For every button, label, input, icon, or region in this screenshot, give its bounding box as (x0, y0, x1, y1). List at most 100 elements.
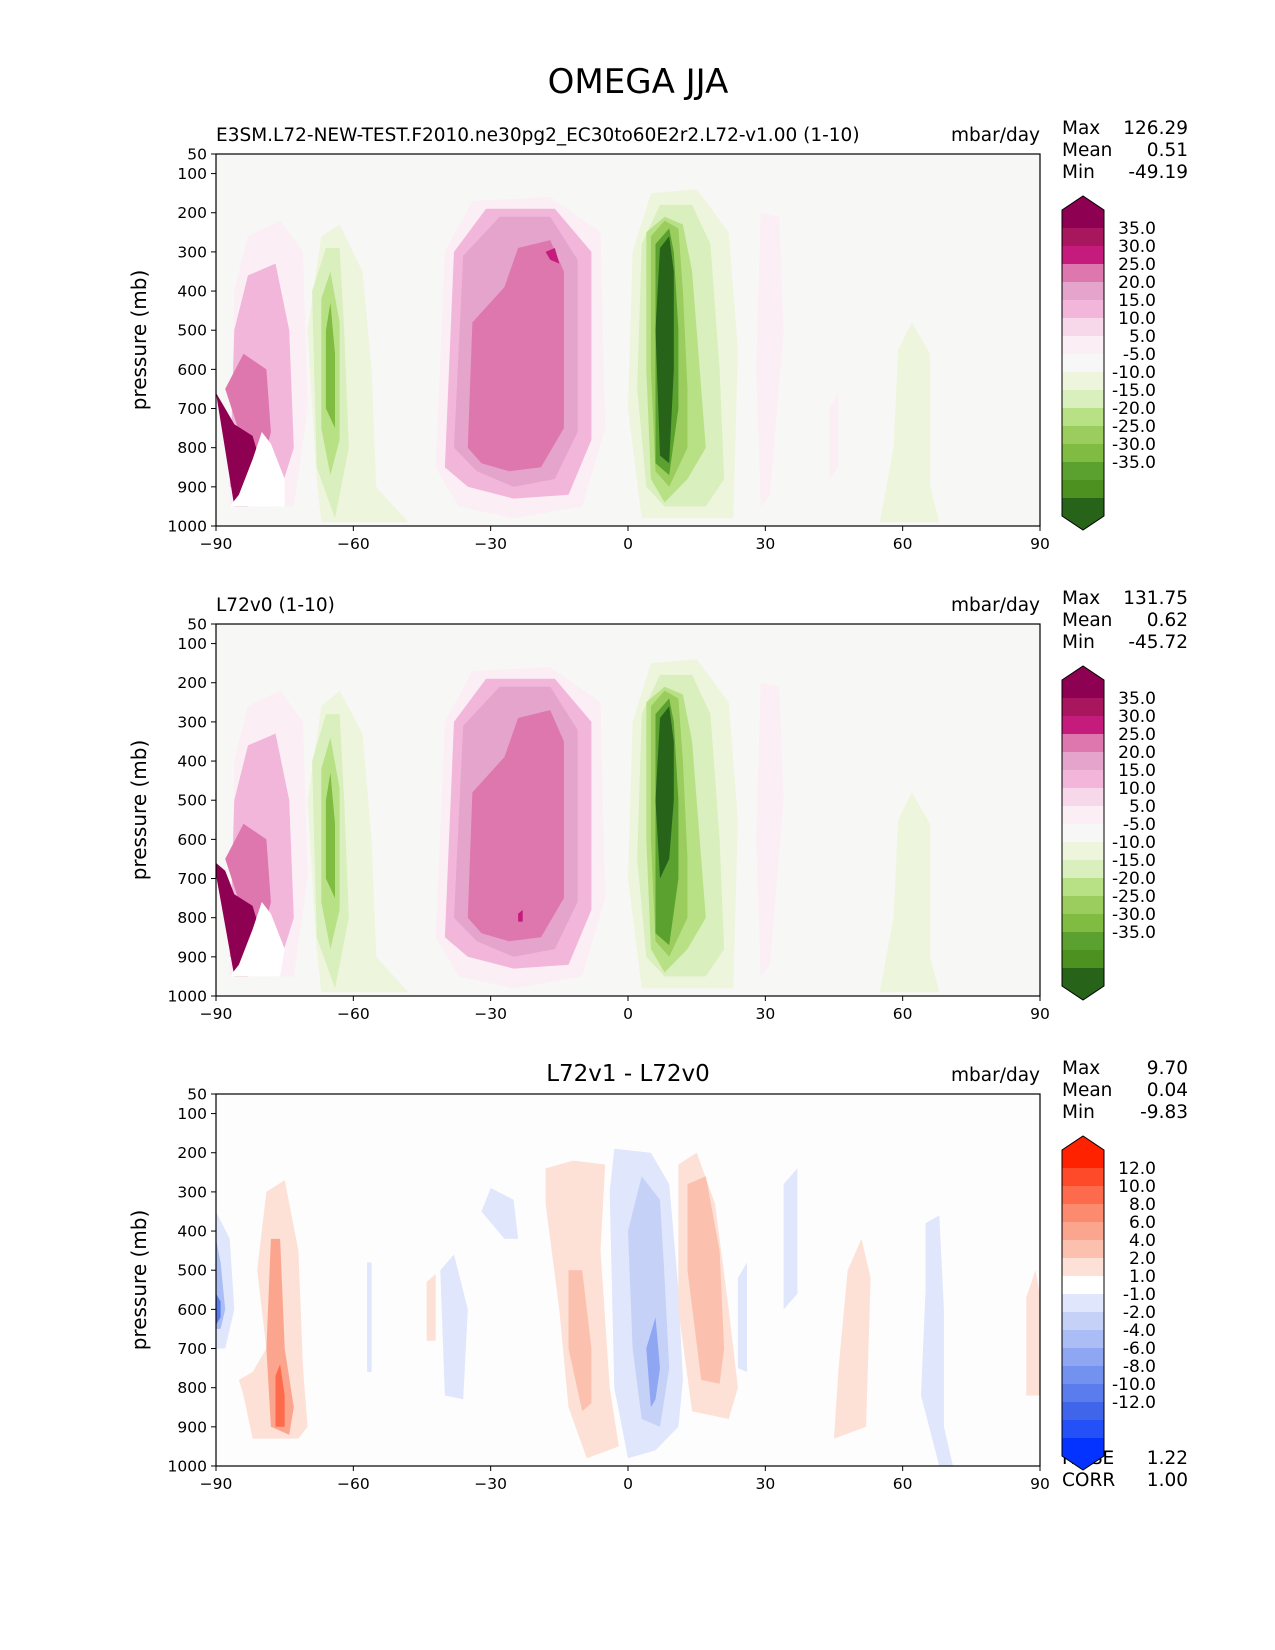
colorbar: 12.010.08.06.04.02.01.0-1.0-2.0-4.0-6.0-… (1061, 1135, 1156, 1471)
stat-label: Mean (1062, 1080, 1112, 1101)
contour-region (325, 302, 335, 429)
colorbar-label: 4.0 (1129, 1231, 1156, 1251)
colorbar-cell (1062, 1222, 1104, 1241)
colorbar-cell (1062, 336, 1104, 355)
colorbar-cell (1062, 698, 1104, 717)
contour-fills (216, 189, 940, 523)
x-tick-label: −30 (474, 1005, 507, 1023)
x-tick-label: −30 (474, 535, 507, 553)
colorbar-label: 25.0 (1118, 255, 1156, 275)
colorbar-cell (1062, 1330, 1104, 1349)
colorbar-cell (1062, 1384, 1104, 1403)
units-label: mbar/day (951, 1065, 1040, 1086)
y-tick-label: 700 (177, 870, 207, 888)
stat-value: 0.62 (1147, 610, 1188, 631)
colorbar-label: 8.0 (1129, 1195, 1156, 1215)
stat-value: -45.72 (1128, 632, 1188, 653)
y-tick-label: 900 (177, 478, 207, 496)
colorbar-label: 20.0 (1118, 273, 1156, 293)
colorbar-label: 30.0 (1118, 237, 1156, 257)
contour-region (655, 706, 674, 879)
colorbar-cell (1062, 752, 1104, 771)
colorbar-cell (1062, 896, 1104, 915)
stat-label: Max (1062, 588, 1100, 609)
colorbar-label: 35.0 (1118, 219, 1156, 239)
colorbar-outline (1061, 195, 1105, 531)
contour-region (783, 1168, 798, 1310)
colorbar-label: 30.0 (1118, 707, 1156, 727)
x-tick-label: 0 (623, 535, 633, 553)
colorbar-label: 10.0 (1118, 1177, 1156, 1197)
colorbar-cell (1062, 390, 1104, 409)
y-tick-label: 900 (177, 1418, 207, 1436)
y-tick-label: 700 (177, 400, 207, 418)
stat-value: 1.22 (1147, 1448, 1188, 1469)
colorbar-cell (1062, 210, 1104, 229)
stat-label: Min (1062, 1102, 1095, 1123)
colorbar-cell (1062, 426, 1104, 445)
y-axis-label: pressure (mb) (127, 270, 151, 411)
colorbar-label: -5.0 (1123, 345, 1156, 365)
colorbar-cell (1062, 1186, 1104, 1205)
colorbar-label: -20.0 (1112, 399, 1156, 419)
x-tick-label: −90 (200, 1005, 233, 1023)
colorbar-cell (1062, 1402, 1104, 1421)
y-tick-label: 400 (177, 283, 207, 301)
contour-region (275, 1364, 285, 1427)
colorbar-label: -30.0 (1112, 435, 1156, 455)
colorbar-extend-top (1062, 1136, 1104, 1150)
colorbar-label: -15.0 (1112, 851, 1156, 871)
colorbar-extend-top (1062, 666, 1104, 680)
y-tick-label: 800 (177, 439, 207, 457)
x-tick-label: 90 (1030, 1475, 1050, 1493)
stat-value: 9.70 (1147, 1058, 1188, 1079)
contour-region (426, 1274, 436, 1341)
x-tick-label: −60 (337, 1005, 370, 1023)
colorbar-cell (1062, 1420, 1104, 1439)
y-tick-label: 50 (187, 616, 207, 634)
y-axis-label: pressure (mb) (127, 740, 151, 881)
colorbar: 35.030.025.020.015.010.05.0-5.0-10.0-15.… (1061, 195, 1156, 531)
y-tick-label: 500 (177, 1262, 207, 1280)
colorbar-cell (1062, 788, 1104, 807)
panel-title: L72v1 - L72v0 (546, 1061, 710, 1087)
colorbar-label: -6.0 (1123, 1339, 1156, 1359)
colorbar: 35.030.025.020.015.010.05.0-5.0-10.0-15.… (1061, 665, 1156, 1001)
y-tick-label: 300 (177, 243, 207, 261)
contour-region (216, 1293, 221, 1325)
colorbar-cell (1062, 878, 1104, 897)
stat-label: CORR (1062, 1470, 1115, 1491)
x-tick-label: 0 (623, 1475, 633, 1493)
y-axis-label: pressure (mb) (127, 1210, 151, 1351)
colorbar-cell (1062, 770, 1104, 789)
colorbar-cell (1062, 462, 1104, 481)
y-tick-label: 400 (177, 753, 207, 771)
stat-label: Mean (1062, 610, 1112, 631)
colorbar-label: -25.0 (1112, 417, 1156, 437)
colorbar-label: -10.0 (1112, 833, 1156, 853)
stat-label: Mean (1062, 140, 1112, 161)
colorbar-outline (1061, 665, 1105, 1001)
x-tick-label: −60 (337, 535, 370, 553)
contour-fills (216, 1148, 1040, 1466)
colorbar-label: -8.0 (1123, 1357, 1156, 1377)
stat-value: 131.75 (1123, 588, 1188, 609)
contour-region (756, 212, 784, 507)
contour-region (834, 1238, 871, 1439)
y-tick-label: 400 (177, 1223, 207, 1241)
colorbar-cell (1062, 824, 1104, 843)
y-tick-label: 100 (177, 165, 207, 183)
colorbar-label: -25.0 (1112, 887, 1156, 907)
colorbar-label: -15.0 (1112, 381, 1156, 401)
x-tick-label: 0 (623, 1005, 633, 1023)
y-tick-label: 900 (177, 948, 207, 966)
colorbar-label: 15.0 (1118, 761, 1156, 781)
y-tick-label: 200 (177, 674, 207, 692)
contour-region (545, 248, 560, 264)
colorbar-cell (1062, 932, 1104, 951)
y-tick-label: 1000 (168, 988, 207, 1006)
y-tick-label: 200 (177, 204, 207, 222)
